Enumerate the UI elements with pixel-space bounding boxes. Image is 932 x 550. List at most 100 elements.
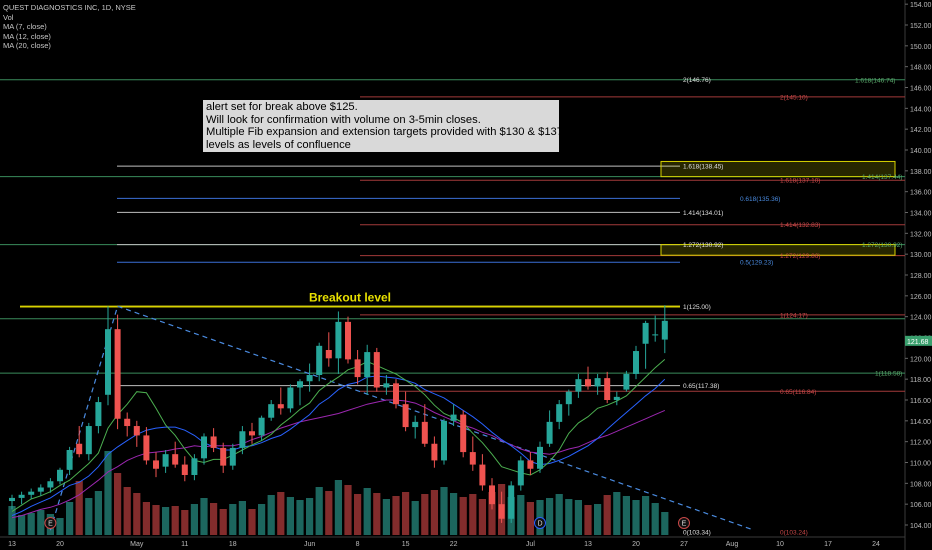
- candle-body: [105, 329, 111, 395]
- y-tick-label: 154.00: [910, 2, 932, 9]
- y-tick-label: 148.00: [910, 65, 932, 72]
- candle-body: [201, 436, 207, 459]
- volume-bar: [584, 505, 592, 535]
- candle-body: [613, 396, 620, 400]
- volume-bar: [152, 505, 160, 535]
- candle-body: [47, 481, 54, 488]
- candle-body: [652, 334, 659, 336]
- volume-bar: [94, 491, 102, 535]
- volume-bar: [258, 504, 266, 535]
- candle-body: [162, 454, 169, 467]
- candle-body: [585, 379, 591, 387]
- event-marker-label: D: [537, 521, 542, 528]
- legend-ma20: MA (20, close): [3, 41, 51, 51]
- y-tick-label: 104.00: [910, 523, 932, 530]
- y-tick-label: 130.00: [910, 252, 932, 259]
- candle-body: [181, 464, 188, 475]
- fib-label-white: 0(103.34): [683, 529, 711, 536]
- volume-bar: [344, 485, 352, 535]
- volume-bar: [594, 504, 602, 535]
- candle-body: [489, 485, 495, 505]
- x-tick-label: 24: [872, 541, 880, 548]
- candle-body: [460, 414, 467, 453]
- fib-label-blue: 0.618(135.36): [740, 196, 780, 203]
- volume-bar: [66, 502, 74, 535]
- candle-body: [335, 321, 342, 359]
- legend-ma12: MA (12, close): [3, 31, 51, 41]
- x-tick-label: 27: [680, 541, 688, 548]
- candle-body: [364, 352, 371, 378]
- candle-body: [249, 431, 255, 436]
- volume-bar: [114, 473, 122, 535]
- volume-bar: [286, 497, 294, 535]
- candle-body: [66, 450, 73, 470]
- volume-bar: [354, 494, 362, 535]
- candle-body: [297, 381, 303, 388]
- x-tick-label: 15: [402, 541, 410, 548]
- volume-bar: [56, 518, 64, 535]
- note-line: Will look for confirmation with volume o…: [206, 113, 481, 126]
- volume-bar: [315, 487, 323, 535]
- volume-bar: [411, 501, 419, 535]
- fib-label-green: 1.618(146.74): [855, 77, 895, 84]
- fib-label-white: 1.618(138.45): [683, 164, 723, 171]
- candle-body: [537, 446, 543, 469]
- annotation-note[interactable]: alert set for break above $125. Will loo…: [203, 100, 563, 152]
- candle-body: [191, 458, 198, 475]
- volume-bar: [37, 510, 45, 535]
- trendline-down: [117, 305, 752, 530]
- volume-bar: [613, 492, 621, 535]
- last-price-tag: [905, 335, 932, 346]
- candle-body: [258, 417, 265, 436]
- candle-body: [345, 321, 351, 360]
- ma12-line: [11, 375, 666, 517]
- candle-body: [37, 487, 44, 492]
- volume-bar: [171, 506, 179, 535]
- candle-body: [383, 383, 390, 388]
- candle-body: [498, 504, 505, 519]
- candle-body: [469, 452, 476, 465]
- fib-label-white: 0.65(117.38): [683, 383, 719, 390]
- volume-bar: [248, 509, 256, 535]
- chart-legend: QUEST DIAGNOSTICS INC, 1D, NYSE Vol MA (…: [3, 3, 136, 51]
- volume-bar: [642, 496, 650, 535]
- candle-body: [642, 322, 649, 344]
- volume-bar: [85, 498, 93, 535]
- candle-body: [76, 443, 83, 455]
- y-tick-label: 118.00: [910, 377, 931, 384]
- y-tick-label: 112.00: [910, 440, 931, 447]
- candle-body: [450, 414, 457, 421]
- volume-bar: [219, 509, 227, 535]
- candle-body: [412, 421, 419, 428]
- candle-body: [133, 426, 140, 436]
- candle-body: [239, 431, 246, 448]
- candle-body: [623, 373, 630, 390]
- volume-bar: [277, 492, 285, 535]
- y-tick-label: 138.00: [910, 169, 932, 176]
- candle-body: [402, 404, 409, 428]
- y-tick-label: 134.00: [910, 211, 932, 218]
- event-marker-label: E: [48, 521, 53, 528]
- y-tick-label: 140.00: [910, 148, 932, 155]
- candle-body: [556, 404, 563, 422]
- volume-bar: [555, 494, 563, 535]
- event-marker: [44, 517, 57, 529]
- event-marker: [678, 517, 690, 529]
- volume-bar: [373, 493, 381, 535]
- volume-bar: [603, 495, 611, 535]
- x-tick-label: 13: [584, 541, 592, 548]
- candle-body: [229, 447, 236, 466]
- volume-bar: [296, 500, 304, 535]
- candle-body: [18, 494, 25, 498]
- candle-body: [594, 378, 601, 387]
- y-tick-label: 116.00: [910, 398, 931, 405]
- candle-body: [268, 404, 275, 418]
- volume-bar: [363, 488, 371, 535]
- candle-body: [287, 387, 294, 409]
- volume-bar: [181, 510, 189, 535]
- volume-bar: [142, 502, 150, 535]
- x-tick-label: 17: [824, 541, 832, 548]
- fib-label-green: 1.414(137.44): [862, 174, 902, 181]
- volume-bar: [526, 502, 534, 535]
